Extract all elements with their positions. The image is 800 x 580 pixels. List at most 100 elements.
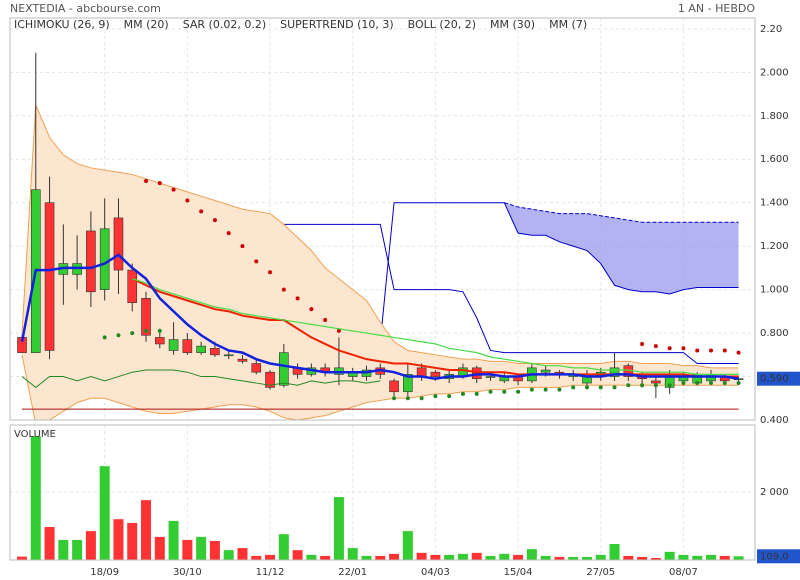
volume-bar — [141, 500, 152, 560]
legend-entry: BOLL (20, 2) — [408, 18, 476, 31]
candle-body — [430, 371, 441, 377]
header-title: NEXTEDIA - abcbourse.com — [10, 2, 161, 15]
indicator-dot — [543, 387, 548, 392]
volume-bar — [471, 552, 482, 560]
sar-dot — [240, 244, 245, 249]
volume-bar — [58, 539, 69, 560]
volume-bar — [389, 553, 400, 560]
indicator-line — [131, 277, 739, 378]
legend-entry: ICHIMOKU (26, 9) — [14, 18, 110, 31]
volume-bar — [444, 554, 455, 560]
sar-dot — [736, 350, 741, 355]
bollinger-band — [22, 104, 739, 420]
candle-body — [251, 363, 262, 373]
volume-bar — [333, 497, 344, 560]
candle-body — [223, 354, 234, 357]
x-tick-label: 22/01 — [338, 567, 367, 578]
y-tick-label: 1.000 — [760, 285, 789, 296]
y-tick-label: 1.400 — [760, 198, 789, 209]
indicator-dot — [612, 385, 617, 390]
candle-body — [279, 352, 289, 386]
volume-bar — [499, 553, 510, 560]
x-tick-label: 15/04 — [504, 567, 533, 578]
x-tick-label: 30/10 — [173, 567, 202, 578]
indicator-dot — [557, 387, 562, 392]
legend-entry: MM (7) — [549, 18, 587, 31]
candle-body — [168, 339, 179, 351]
sar-dot — [199, 209, 204, 214]
legend-entry: SUPERTREND (10, 3) — [280, 18, 394, 31]
candle-body — [86, 230, 96, 293]
indicator-dot — [626, 383, 631, 388]
candle-body — [141, 298, 151, 336]
indicator-dot — [116, 333, 121, 338]
x-tick-label: 08/07 — [669, 567, 698, 578]
volume-bar — [209, 540, 220, 560]
y-tick-label: 2 000 — [760, 487, 789, 498]
indicator-line — [21, 369, 381, 389]
legend-entry: MM (30) — [490, 18, 535, 31]
candle-body — [155, 337, 165, 345]
sar-dot — [157, 181, 162, 186]
indicator-dot — [529, 387, 534, 392]
volume-bar — [733, 556, 744, 560]
volume-bar — [306, 554, 317, 560]
indicator-dot — [736, 381, 741, 386]
volume-bar — [637, 556, 648, 560]
volume-bar — [457, 553, 468, 560]
indicator-dot — [722, 381, 727, 386]
indicator-dot — [157, 328, 162, 333]
volume-bar — [196, 536, 207, 560]
indicator-dot — [598, 385, 603, 390]
volume-bar — [85, 531, 96, 560]
header-period: 1 AN - HEBDO — [678, 2, 755, 15]
indicator-dot — [460, 391, 465, 396]
sar-dot — [281, 287, 286, 292]
price-panel-frame — [9, 17, 756, 421]
indicator-dot — [144, 328, 149, 333]
candle-body — [609, 367, 620, 377]
volume-bar — [402, 531, 413, 560]
volume-bar — [168, 520, 179, 560]
legend: ICHIMOKU (26, 9) MM (20) SAR (0.02, 0.2) SU… — [14, 18, 587, 31]
sar-dot — [144, 178, 149, 183]
indicator-dot — [474, 391, 479, 396]
x-tick-label: 27/05 — [586, 567, 615, 578]
volume-bar — [251, 555, 262, 560]
indicator-dot — [667, 383, 672, 388]
indicator-dot — [709, 381, 713, 386]
sar-dot — [336, 328, 341, 333]
volume-bar — [347, 548, 358, 560]
sar-dot — [653, 344, 658, 349]
candle-body — [182, 339, 193, 353]
plot-layer: 0.4000.6000.8001.0001.2001.4001.6001.800… — [10, 18, 800, 578]
indicator-line — [20, 253, 739, 380]
volume-bar — [692, 555, 703, 560]
volume-bar — [223, 550, 234, 560]
volume-bar — [361, 555, 372, 560]
y-tick-label: 2.000 — [760, 67, 789, 78]
legend-entry: MM (20) — [124, 18, 169, 31]
candle-body — [44, 202, 55, 351]
volume-bar — [17, 556, 27, 560]
indicator-dot — [695, 381, 700, 386]
last-price-box — [757, 371, 800, 386]
last-price-label: 0.590 — [760, 374, 789, 385]
last-volume-label: 109.0 — [760, 551, 789, 562]
candle-body — [127, 269, 138, 303]
volume-bar — [182, 539, 193, 560]
last-volume-box — [757, 549, 800, 564]
y-tick-label: 0.400 — [760, 415, 789, 426]
indicator-line — [132, 278, 739, 375]
volume-bar — [678, 554, 689, 560]
candle-body — [416, 367, 427, 377]
indicator-dot — [102, 335, 107, 340]
volume-bar — [581, 556, 592, 560]
candle-body — [485, 376, 496, 378]
volume-bar — [719, 555, 730, 560]
sar-dot — [640, 341, 645, 346]
volume-bar — [568, 556, 579, 560]
indicator-dot — [433, 394, 438, 399]
sar-dot — [722, 348, 727, 353]
volume-bar — [650, 557, 661, 560]
